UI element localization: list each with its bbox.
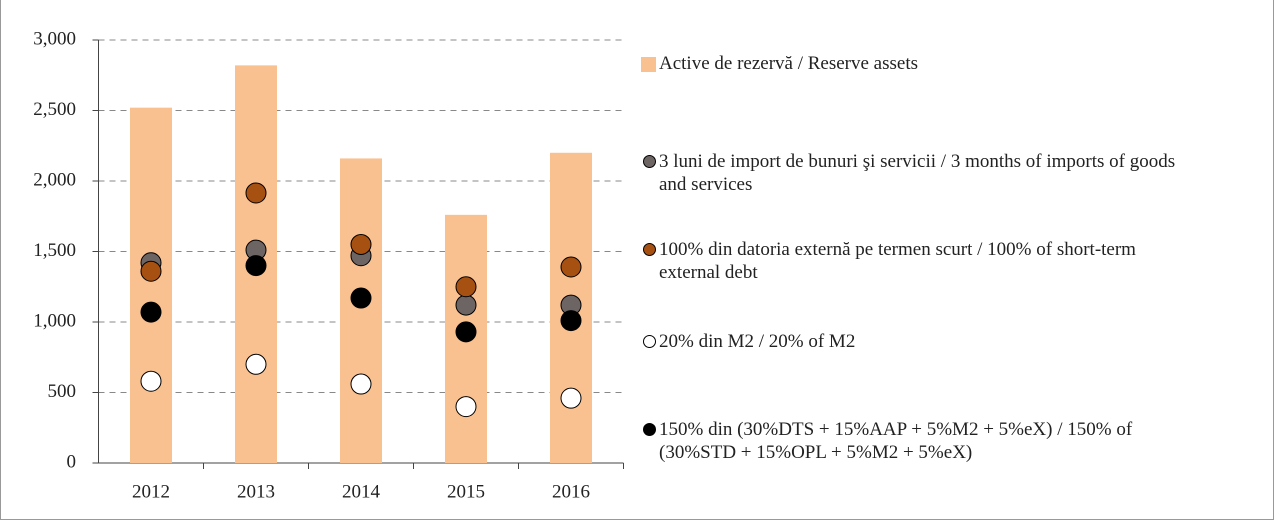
dot bbox=[245, 353, 267, 375]
legend-item: 20% din M2 / 20% of M2 bbox=[641, 330, 1201, 353]
dot bbox=[350, 287, 372, 309]
dot bbox=[140, 370, 162, 392]
dot bbox=[350, 233, 372, 255]
legend-label: 20% din M2 / 20% of M2 bbox=[659, 331, 856, 352]
y-tick-label: 500 bbox=[48, 381, 77, 402]
x-tick-label: 2013 bbox=[237, 481, 275, 502]
legend-label: 3 luni de import de bunuri şi servicii /… bbox=[659, 151, 1176, 195]
legend-item: 3 luni de import de bunuri şi servicii /… bbox=[641, 150, 1201, 196]
dot bbox=[245, 255, 267, 277]
bar bbox=[340, 158, 382, 463]
legend-label: Active de rezervă / Reserve assets bbox=[659, 53, 919, 74]
legend-item: 100% din datoria externă pe termen scurt… bbox=[641, 238, 1201, 284]
legend-label: 150% din (30%DTS + 15%AAP + 5%M2 + 5%eX)… bbox=[659, 419, 1133, 463]
dot bbox=[455, 396, 477, 418]
dot bbox=[560, 387, 582, 409]
dot bbox=[560, 310, 582, 332]
dot bbox=[455, 321, 477, 343]
bar bbox=[130, 107, 172, 464]
x-tick-label: 2015 bbox=[447, 481, 485, 502]
dot bbox=[560, 256, 582, 278]
y-tick-label: 1,000 bbox=[33, 310, 76, 331]
legend-item: 150% din (30%DTS + 15%AAP + 5%M2 + 5%eX)… bbox=[641, 418, 1201, 464]
legend-marker bbox=[643, 243, 656, 256]
legend-label: 100% din datoria externă pe termen scurt… bbox=[659, 239, 1136, 283]
y-tick-label: 2,000 bbox=[33, 169, 76, 190]
x-tick-label: 2014 bbox=[342, 481, 381, 502]
y-tick-label: 1,500 bbox=[33, 240, 76, 261]
x-tick-label: 2016 bbox=[552, 481, 590, 502]
dot bbox=[350, 373, 372, 395]
y-tick-label: 0 bbox=[67, 451, 77, 472]
x-tick-label: 2012 bbox=[132, 481, 170, 502]
legend-marker bbox=[641, 57, 656, 72]
legend-marker bbox=[643, 335, 656, 348]
dot bbox=[455, 276, 477, 298]
legend-marker bbox=[643, 155, 656, 168]
dot bbox=[140, 301, 162, 323]
legend-item: Active de rezervă / Reserve assets bbox=[641, 52, 1201, 75]
dot bbox=[455, 294, 477, 316]
dot bbox=[245, 182, 267, 204]
legend-marker bbox=[643, 423, 656, 436]
dot bbox=[140, 260, 162, 282]
y-tick-label: 2,500 bbox=[33, 99, 76, 120]
y-tick-label: 3,000 bbox=[33, 28, 76, 49]
